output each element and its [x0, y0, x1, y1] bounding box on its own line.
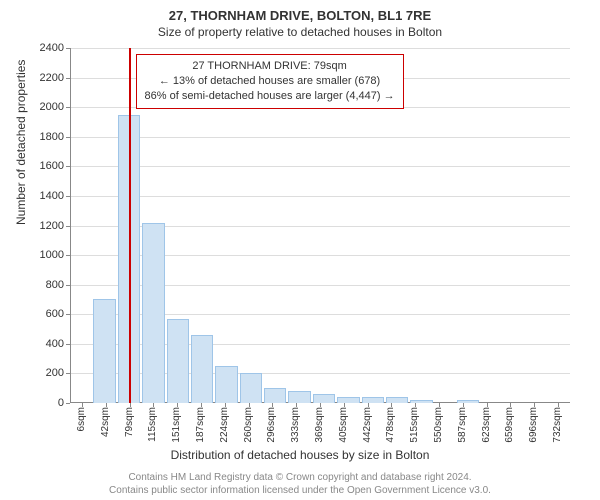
- y-tick-label: 0: [58, 397, 70, 409]
- x-tick-label: 296sqm: [266, 407, 277, 443]
- page-title: 27, THORNHAM DRIVE, BOLTON, BL1 7RE: [0, 0, 600, 23]
- chart-footer: Contains HM Land Registry data © Crown c…: [0, 472, 600, 497]
- histogram-bar: [457, 400, 479, 403]
- histogram-bar: [410, 400, 432, 403]
- histogram-bar: [215, 366, 237, 403]
- x-tick-label: 42sqm: [100, 407, 111, 437]
- x-tick-label: 333sqm: [290, 407, 301, 443]
- x-tick-label: 442sqm: [362, 407, 373, 443]
- histogram-bar: [264, 388, 286, 403]
- x-tick-label: 224sqm: [219, 407, 230, 443]
- histogram-bar: [240, 373, 262, 403]
- footer-line-2: Contains public sector information licen…: [0, 485, 600, 498]
- x-tick-label: 696sqm: [528, 407, 539, 443]
- y-tick-label: 2400: [40, 42, 70, 54]
- x-tick-label: 115sqm: [147, 407, 158, 442]
- y-tick-label: 1800: [40, 131, 70, 143]
- x-tick-label: 187sqm: [195, 407, 206, 443]
- footer-line-1: Contains HM Land Registry data © Crown c…: [0, 472, 600, 485]
- y-tick-label: 200: [46, 367, 70, 379]
- y-tick-label: 1400: [40, 190, 70, 202]
- x-tick-label: 260sqm: [243, 407, 254, 443]
- y-tick-label: 1600: [40, 160, 70, 172]
- y-tick-label: 1000: [40, 249, 70, 261]
- x-tick-label: 369sqm: [314, 407, 325, 443]
- x-tick-label: 515sqm: [409, 407, 420, 443]
- y-tick-label: 800: [46, 279, 70, 291]
- callout-box: 27 THORNHAM DRIVE: 79sqm← 13% of detache…: [136, 54, 404, 109]
- y-axis-title: Number of detached properties: [14, 60, 28, 225]
- x-tick-label: 732sqm: [552, 407, 563, 443]
- page-subtitle: Size of property relative to detached ho…: [0, 23, 600, 43]
- x-tick-label: 79sqm: [124, 407, 135, 437]
- histogram-bar: [93, 299, 115, 403]
- histogram-bar: [191, 335, 213, 403]
- histogram-bar: [313, 394, 335, 403]
- callout-line: ← 13% of detached houses are smaller (67…: [145, 74, 395, 89]
- histogram-bar: [288, 391, 310, 403]
- x-tick-label: 478sqm: [385, 407, 396, 443]
- y-tick-label: 1200: [40, 220, 70, 232]
- x-tick-label: 6sqm: [76, 407, 87, 431]
- y-tick-label: 2000: [40, 101, 70, 113]
- x-tick-label: 151sqm: [171, 407, 182, 443]
- histogram-bar: [167, 319, 189, 403]
- callout-line: 27 THORNHAM DRIVE: 79sqm: [145, 59, 395, 74]
- x-tick-label: 550sqm: [433, 407, 444, 443]
- subject-marker-line: [129, 48, 131, 403]
- callout-line: 86% of semi-detached houses are larger (…: [145, 89, 395, 104]
- x-tick-label: 587sqm: [457, 407, 468, 443]
- histogram-bar: [142, 223, 164, 403]
- histogram-bar: [386, 397, 408, 403]
- y-tick-label: 2200: [40, 72, 70, 84]
- y-tick-label: 400: [46, 338, 70, 350]
- x-tick-label: 659sqm: [504, 407, 515, 443]
- y-tick-label: 600: [46, 308, 70, 320]
- histogram-bar: [362, 397, 384, 403]
- x-tick-label: 405sqm: [338, 407, 349, 443]
- histogram-bar: [337, 397, 359, 403]
- x-axis-title: Distribution of detached houses by size …: [0, 448, 600, 462]
- x-tick-label: 623sqm: [481, 407, 492, 443]
